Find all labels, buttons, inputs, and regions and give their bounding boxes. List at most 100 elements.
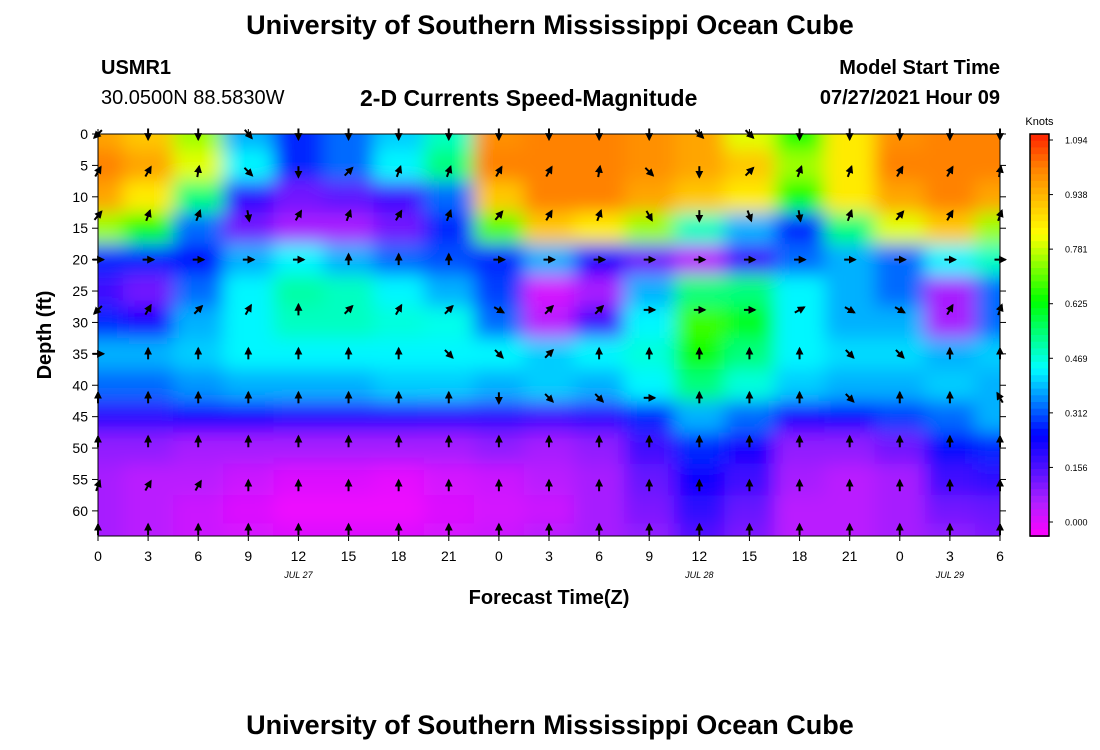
- colorbar-tick-label: 0.000: [1065, 518, 1088, 528]
- current-vector-arrow: [845, 349, 855, 359]
- heatmap-cell: [824, 400, 876, 434]
- heatmap-cell: [373, 306, 425, 340]
- heatmap-cell: [774, 495, 826, 525]
- heatmap-cell: [373, 181, 425, 214]
- heatmap-cell: [473, 400, 525, 434]
- colorbar-segment: [1030, 341, 1049, 350]
- colorbar-segment: [1030, 247, 1049, 256]
- colorbar-segment: [1030, 335, 1049, 343]
- heatmap-cell: [473, 306, 525, 340]
- current-vector-arrow: [494, 165, 503, 177]
- heatmap-cell: [173, 306, 225, 340]
- colorbar-segment: [1030, 201, 1049, 209]
- x-tick-label: 9: [244, 548, 252, 564]
- colorbar-tick-label: 0.625: [1065, 299, 1088, 309]
- colorbar-segment: [1030, 207, 1049, 216]
- heatmap-cell: [423, 275, 475, 308]
- colorbar-segment: [1030, 495, 1049, 504]
- y-tick-label: 60: [72, 503, 88, 519]
- y-axis: 0 5 10 15 20 25 30 35 40 45 50 55 60: [72, 126, 1006, 519]
- heatmap-cell: [423, 134, 475, 151]
- heatmap-cell: [824, 212, 876, 245]
- date-marker: JUL 28: [684, 570, 713, 580]
- heatmap-cell: [824, 181, 876, 214]
- x-axis: 0 3 6 9 12 15 18 21 0 3 6 9 12 15 18 21 0 3 6 JUL 27 JUL 28 J…: [94, 129, 1004, 580]
- heatmap-cell: [223, 134, 275, 151]
- colorbar-segment: [1030, 261, 1049, 269]
- heatmap-cell: [924, 134, 976, 151]
- heatmap-cell: [924, 306, 976, 340]
- colorbar-segment: [1030, 509, 1049, 517]
- colorbar-segment: [1030, 355, 1049, 363]
- heatmap-cell: [624, 306, 676, 340]
- heatmap-cell: [123, 181, 175, 214]
- heatmap-cell: [98, 523, 125, 536]
- colorbar-segment: [1030, 388, 1049, 397]
- current-vector-arrow: [144, 479, 152, 492]
- x-tick-label: 3: [946, 548, 954, 564]
- current-vector-arrow: [594, 393, 605, 403]
- heatmap-cell: [724, 275, 776, 308]
- colorbar-segment: [1030, 435, 1049, 444]
- colorbar-label: Knots: [1025, 116, 1054, 128]
- colorbar-segment: [1030, 187, 1049, 196]
- footer-title: University of Southern Mississippi Ocean…: [246, 710, 854, 740]
- heatmap-cell: [423, 149, 475, 183]
- heatmap-cell: [774, 181, 826, 214]
- heatmap-cell: [774, 149, 826, 183]
- current-vector-arrow: [444, 304, 454, 315]
- heatmap-cell: [774, 463, 826, 497]
- heatmap-cell: [98, 275, 125, 308]
- station-coords: 30.0500N 88.5830W: [101, 87, 285, 109]
- current-vector-arrow: [194, 164, 203, 178]
- heatmap-cell: [98, 432, 125, 465]
- current-vector-arrow: [945, 165, 954, 177]
- heatmap-cell: [273, 495, 325, 525]
- y-tick-label: 0: [80, 126, 88, 142]
- heatmap-cell: [674, 275, 726, 308]
- colorbar-segment: [1030, 489, 1049, 497]
- x-tick-label: 3: [144, 548, 152, 564]
- current-vector-arrow: [595, 164, 603, 178]
- heatmap-cell: [974, 149, 1000, 183]
- heatmap-cell: [323, 463, 375, 497]
- heatmap-cell: [223, 181, 275, 214]
- colorbar-segment: [1030, 180, 1049, 189]
- heatmap-cell: [974, 338, 1000, 371]
- heatmap-cell: [974, 495, 1000, 525]
- heatmap-cell: [674, 463, 726, 497]
- heatmap-cell: [824, 149, 876, 183]
- current-vector-arrow: [493, 305, 506, 314]
- colorbar-segment: [1030, 241, 1049, 249]
- y-tick-label: 50: [72, 440, 88, 456]
- heatmap-cell: [724, 149, 776, 183]
- heatmap-cell: [974, 432, 1000, 465]
- colorbar-segment: [1030, 448, 1049, 457]
- current-vector-arrow: [895, 349, 905, 359]
- heatmap-cell: [724, 181, 776, 214]
- current-vector-arrow: [194, 208, 202, 222]
- colorbar-segment: [1030, 408, 1049, 417]
- colorbar-tick-label: 0.938: [1065, 190, 1088, 200]
- heatmap-cell: [323, 149, 375, 183]
- heatmap-cell: [173, 149, 225, 183]
- x-tick-label: 3: [545, 548, 553, 564]
- heatmap-cell: [824, 495, 876, 525]
- current-vector-arrow: [895, 165, 904, 177]
- heatmap-cell: [574, 495, 626, 525]
- current-vector-arrow: [795, 165, 804, 178]
- heatmap-cell: [824, 463, 876, 497]
- colorbar-tick-label: 1.094: [1065, 136, 1088, 146]
- heatmap-cell: [874, 306, 926, 340]
- heatmap-cell: [523, 306, 576, 340]
- colorbar-segment: [1030, 174, 1049, 182]
- heatmap-cell: [974, 400, 1000, 434]
- heatmap-cell: [473, 149, 525, 183]
- heatmap-cell: [98, 463, 125, 497]
- heatmap-cell: [624, 181, 676, 214]
- heatmap-cell: [574, 181, 626, 214]
- heatmap-cell: [624, 495, 676, 525]
- colorbar-segment: [1030, 515, 1049, 524]
- heatmap-cell: [523, 463, 576, 497]
- heatmap-cell: [473, 463, 525, 497]
